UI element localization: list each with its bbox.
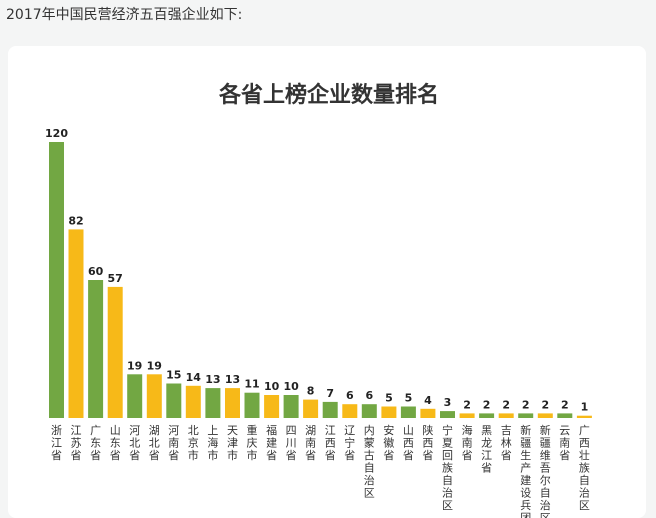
bar-24 [498,413,514,418]
category-label-10: 天津市 [227,424,238,462]
value-label-14: 8 [307,385,315,398]
value-label-12: 10 [264,380,280,393]
category-label-11: 重庆市 [247,423,258,462]
bar-5 [127,374,143,418]
value-label-26: 2 [541,398,549,411]
bar-8 [185,385,201,418]
value-label-1: 120 [45,127,68,140]
value-label-21: 3 [444,396,452,409]
bar-9 [205,388,221,418]
category-label-25: 新疆生产建设兵团 [520,423,531,518]
value-label-24: 2 [502,398,510,411]
bar-11 [244,392,260,418]
value-label-7: 15 [166,369,181,382]
value-label-16: 6 [346,389,354,402]
value-label-18: 5 [385,392,393,405]
category-label-9: 上海市 [207,424,218,462]
category-label-26: 新疆维吾尔自治区 [540,423,551,518]
category-label-4: 山东省 [110,424,121,462]
intro-text: 2017年中国民营经济五百强企业如下: [6,7,243,23]
bar-23 [479,413,495,418]
bar-15 [322,401,338,418]
category-label-7: 河南省 [168,424,179,462]
value-label-13: 10 [283,380,299,393]
category-label-2: 江苏省 [71,424,82,462]
value-label-22: 2 [463,398,471,411]
value-label-8: 14 [186,371,202,384]
value-label-25: 2 [522,398,530,411]
value-label-2: 82 [68,214,83,227]
chart-title: 各省上榜企业数量排名 [218,82,439,108]
category-label-24: 吉林省 [501,424,512,462]
category-label-18: 安徽省 [383,423,394,462]
bar-20 [420,408,436,418]
bar-25 [518,413,534,418]
value-label-11: 11 [244,378,259,391]
chart-card: 各省上榜企业数量排名 120 浙江省 82 江苏省 60 广东省 57 山东省 19 河北省 19 湖… [8,46,646,518]
category-label-16: 辽宁省 [344,424,355,462]
category-label-12: 福建省 [266,423,277,462]
value-label-3: 60 [88,265,104,278]
value-label-23: 2 [483,398,491,411]
value-label-6: 19 [147,359,162,372]
category-label-8: 北京市 [188,424,199,462]
value-label-19: 5 [405,392,413,405]
bar-10 [225,388,240,418]
bar-6 [146,374,162,418]
value-label-17: 6 [365,389,373,402]
bar-13 [283,395,299,418]
bar-14 [303,399,319,418]
category-label-28: 广西壮族自治区 [579,424,590,512]
category-label-1: 浙江省 [51,424,62,462]
category-label-20: 陕西省 [422,423,433,462]
category-label-13: 四川省 [286,424,297,462]
bar-19 [400,406,416,418]
bar-2 [68,229,84,418]
bar-17 [361,404,377,418]
value-label-4: 57 [108,272,123,285]
bar-22 [459,413,475,418]
value-label-10: 13 [225,373,240,386]
bar-28 [576,415,592,418]
bar-7 [166,383,182,418]
bar-12 [264,395,280,418]
bar-26 [537,413,553,418]
bar-16 [342,404,358,418]
category-label-19: 山西省 [403,424,414,462]
bar-4 [107,286,123,418]
category-label-27: 云南省 [559,424,570,462]
category-label-14: 湖南省 [305,424,316,462]
bar-3 [88,280,104,418]
category-label-21: 宁夏回族自治区 [442,423,453,512]
value-label-5: 19 [127,359,142,372]
value-label-28: 1 [581,401,589,414]
bar-1 [49,142,64,418]
category-label-15: 江西省 [325,424,336,462]
category-label-6: 湖北省 [149,424,160,462]
bar-18 [381,406,397,418]
category-label-5: 河北省 [129,424,140,462]
bar-21 [440,411,455,418]
bar-27 [557,413,573,418]
value-label-20: 4 [424,394,432,407]
value-label-9: 13 [205,373,220,386]
value-label-27: 2 [561,398,569,411]
category-label-3: 广东省 [90,424,101,462]
value-label-15: 7 [326,387,334,400]
bar-chart: 各省上榜企业数量排名 120浙江省82江苏省60广东省57山东省19河北省19湖… [45,82,592,518]
category-label-23: 黑龙江省 [481,424,492,475]
category-label-17: 内蒙古自治区 [364,423,375,500]
category-label-22: 海南省 [462,423,473,462]
